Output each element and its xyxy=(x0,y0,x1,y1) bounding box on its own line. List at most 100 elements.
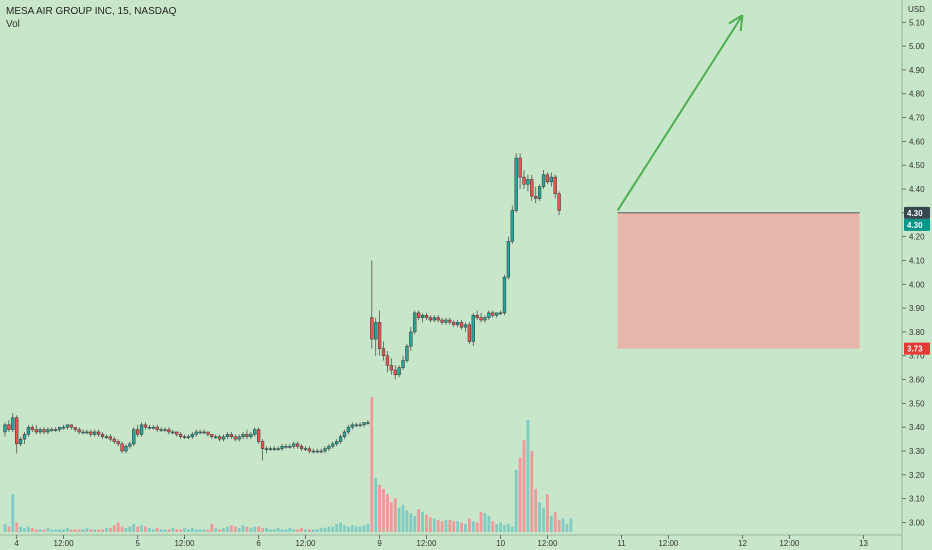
volume-bar xyxy=(546,494,549,532)
time-axis[interactable]: 4 12:00 5 12:00 6 12:00 9 12:00 10 12:00 11 12:00 12… xyxy=(0,534,902,548)
price-tick-label: 4.00 xyxy=(909,280,925,289)
volume-bar xyxy=(206,529,210,532)
volume-bar xyxy=(116,522,120,532)
volume-bar xyxy=(171,527,175,532)
candle-body xyxy=(77,429,81,433)
price-axis[interactable]: 5.10 5.00 4.90 4.80 4.70 4.60 4.50 4.40 4.30 4.20… xyxy=(901,0,930,550)
candle-body xyxy=(81,431,85,434)
candle-body xyxy=(241,434,245,437)
volume-bar xyxy=(315,529,319,532)
time-tick-label: 12:00 xyxy=(658,539,679,548)
candle-body xyxy=(389,365,393,371)
volume-bar xyxy=(261,527,264,532)
volume-bar xyxy=(413,515,417,532)
candle-body xyxy=(206,431,210,435)
volume-bar xyxy=(73,529,77,532)
candle-body xyxy=(112,438,116,442)
volume-bar xyxy=(362,525,366,532)
candle-body xyxy=(136,429,140,435)
price-tick-label: 3.20 xyxy=(909,471,925,480)
time-tick-label: 10 xyxy=(496,539,505,548)
candle-body xyxy=(432,317,436,321)
volume-bar xyxy=(292,529,296,532)
price-tick-label: 3.90 xyxy=(909,304,925,313)
price-tick-label: 4.80 xyxy=(909,90,925,99)
volume-bar xyxy=(526,419,530,532)
candle-body xyxy=(245,434,249,437)
candle-body xyxy=(73,426,77,430)
candle-body xyxy=(104,436,109,438)
volume-bar xyxy=(210,523,214,532)
volume-bar xyxy=(190,527,194,532)
candle-body xyxy=(139,424,144,435)
candle-body xyxy=(50,429,54,431)
annotation-layer xyxy=(617,212,860,349)
price-tick-label: 3.10 xyxy=(909,495,925,504)
time-tick-label: 6 xyxy=(256,539,261,548)
candle-body xyxy=(167,429,171,433)
candle-body xyxy=(190,434,194,437)
volume-bar xyxy=(374,478,378,532)
volume-indicator-label[interactable]: Vol xyxy=(6,19,20,30)
volume-bar xyxy=(23,527,26,532)
candle-body xyxy=(108,436,113,440)
candle-body xyxy=(416,312,421,318)
volume-bar xyxy=(479,511,483,532)
candle-body xyxy=(420,315,425,318)
volume-bar xyxy=(147,527,151,532)
volume-bar xyxy=(452,521,456,532)
volume-bar xyxy=(534,488,538,532)
time-tick-label: 12:00 xyxy=(537,539,558,548)
candle-body xyxy=(424,315,429,318)
volume-bar xyxy=(460,522,463,532)
candle-body xyxy=(171,431,175,434)
time-tick-label: 12:00 xyxy=(416,539,437,548)
volume-bar xyxy=(393,498,397,532)
symbol-title[interactable]: MESA AIR GROUP INC, 15, NASDAQ xyxy=(6,6,177,17)
volume-bar xyxy=(561,518,565,532)
candle-body xyxy=(385,355,390,366)
candle-body xyxy=(272,448,276,450)
volume-bar xyxy=(144,526,147,532)
currency-label: USD xyxy=(908,5,925,14)
candle-body xyxy=(93,431,97,435)
candle-body xyxy=(409,331,413,347)
volume-bar xyxy=(514,469,518,532)
volume-bar xyxy=(343,525,346,532)
candle-body xyxy=(143,424,148,428)
candle-body xyxy=(331,443,335,447)
volume-bar xyxy=(27,526,30,532)
candle-body xyxy=(358,424,362,427)
candle-body xyxy=(534,195,538,199)
volume-bar xyxy=(272,529,276,532)
volume-bar xyxy=(565,523,569,532)
candle-body xyxy=(132,429,136,445)
candle-body xyxy=(362,422,366,426)
time-tick-label: 9 xyxy=(377,539,382,548)
candle-body xyxy=(120,443,124,452)
price-tick-label: 3.00 xyxy=(909,518,925,527)
time-tick-label: 5 xyxy=(135,539,140,548)
volume-bar xyxy=(378,484,382,532)
candle-body xyxy=(15,417,19,445)
candle-body xyxy=(214,436,218,438)
candle-body xyxy=(3,424,7,433)
candle-body xyxy=(237,436,241,440)
volume-bar xyxy=(54,529,58,532)
price-tick-label: 5.10 xyxy=(909,18,925,27)
candle-body xyxy=(18,438,23,445)
volume-bar xyxy=(444,519,448,532)
volume-bar xyxy=(506,523,510,532)
candle-body xyxy=(202,431,206,434)
volume-bar xyxy=(155,527,159,532)
volume-bar xyxy=(421,511,424,532)
candle-body xyxy=(502,276,507,314)
volume-bar xyxy=(487,515,491,532)
volume-bar xyxy=(237,527,241,532)
volume-bar xyxy=(233,526,237,532)
volume-bar xyxy=(7,526,11,532)
candle-body xyxy=(440,319,444,323)
volume-bar xyxy=(132,523,136,532)
candle-body xyxy=(522,176,526,185)
